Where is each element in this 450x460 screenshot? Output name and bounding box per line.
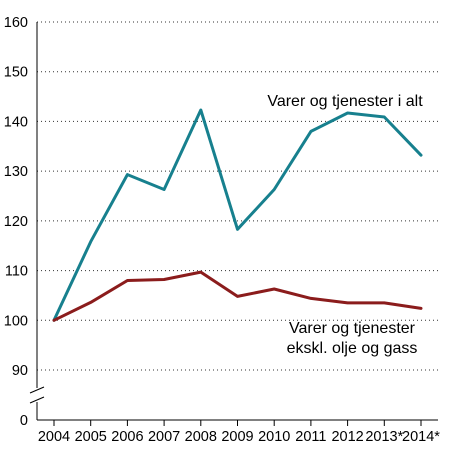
- series-label-2: ekskl. olje og gass: [287, 340, 418, 357]
- x-tick-label: 2006: [111, 429, 143, 445]
- series-annotations: Varer og tjenester i alt Varer og tjenest…: [267, 93, 423, 357]
- y-tick-label: 90: [12, 363, 28, 379]
- y-tick-label: 160: [4, 15, 28, 31]
- x-tick-label: 2007: [148, 429, 180, 445]
- series-line-2: [52, 270, 423, 322]
- y-tick-label: 150: [4, 65, 28, 81]
- x-tick-label: 2011: [295, 429, 326, 445]
- axes: 0: [20, 22, 438, 429]
- gridlines: [37, 21, 438, 371]
- x-tick-label: 2005: [75, 429, 107, 445]
- x-tick-labels: 2004 2005 2006 2007 2008 2009 2010 2011 2012 2013…: [38, 420, 440, 445]
- axis-break-mark-1: [29, 386, 45, 394]
- series-label-2: Varer og tjenester: [289, 320, 416, 337]
- y-tick-label: 110: [5, 264, 28, 280]
- x-tick-label: 2010: [258, 429, 290, 445]
- y-tick-label: 120: [4, 214, 28, 230]
- x-tick-label: 2014*: [402, 429, 440, 445]
- y-tick-label: 140: [4, 114, 28, 130]
- x-tick-label: 2008: [185, 429, 217, 445]
- y-tick-label: 100: [4, 313, 28, 329]
- y-tick-label: 130: [4, 164, 28, 180]
- y-tick-label-zero: 0: [20, 413, 28, 429]
- series-lines: [52, 108, 423, 322]
- x-tick-label: 2013*: [365, 429, 403, 445]
- axis-break-mark-2: [29, 396, 45, 404]
- series-label-1: Varer og tjenester i alt: [267, 93, 423, 110]
- x-tick-label: 2004: [38, 429, 70, 445]
- x-tick-label: 2009: [221, 429, 253, 445]
- x-tick-label: 2012: [331, 429, 363, 445]
- series-line-1: [52, 108, 423, 322]
- y-tick-labels: 90 100 110 120 130 140 150 160: [4, 15, 28, 379]
